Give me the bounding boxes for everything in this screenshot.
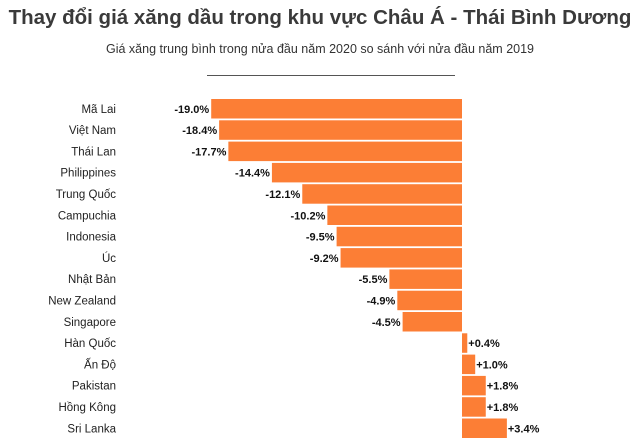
bar [462, 375, 486, 396]
bar [271, 162, 462, 183]
value-label: -4.9% [367, 295, 396, 307]
category-label: Hàn Quốc [64, 338, 116, 350]
bar [327, 205, 462, 225]
value-label: -9.5% [306, 232, 335, 244]
chart-subtitle: Giá xăng trung bình trong nửa đầu năm 20… [106, 42, 534, 56]
value-label: -17.7% [192, 146, 227, 158]
category-label: Ấn Độ [84, 358, 116, 371]
category-label: Indonesia [66, 232, 116, 244]
value-label: +1.8% [487, 381, 519, 393]
title-divider [207, 75, 455, 76]
category-label: Sri Lanka [67, 423, 116, 435]
chart-title: Thay đổi giá xăng dầu trong khu vực Châu… [8, 6, 632, 29]
value-label: +0.4% [468, 338, 500, 350]
category-label: Việt Nam [69, 125, 116, 137]
category-label: Trung Quốc [56, 189, 117, 201]
bar [462, 418, 507, 438]
value-label: -19.0% [174, 104, 209, 116]
value-label: +1.8% [487, 402, 519, 414]
bar [402, 312, 462, 332]
category-label: Thái Lan [71, 146, 116, 158]
bar [219, 120, 462, 140]
category-label: Mã Lai [81, 104, 116, 116]
category-label: Philippines [60, 168, 116, 180]
category-label: Hồng Kông [58, 402, 116, 414]
value-label: -18.4% [182, 125, 217, 137]
bar [340, 248, 462, 268]
bar [389, 269, 462, 289]
category-label: New Zealand [48, 295, 116, 307]
value-label: -10.2% [291, 210, 326, 222]
value-label: -9.2% [310, 253, 339, 265]
category-label: Singapore [64, 317, 116, 329]
category-label: Pakistan [72, 381, 116, 393]
category-label: Úc [102, 252, 116, 265]
bar [302, 184, 462, 204]
value-label: -12.1% [265, 189, 300, 201]
bar [397, 290, 462, 311]
value-label: +1.0% [476, 359, 508, 371]
bar [462, 354, 476, 375]
bar [228, 141, 462, 162]
value-label: +3.4% [508, 423, 540, 435]
category-label: Nhật Bản [68, 274, 116, 286]
bar [462, 333, 468, 353]
value-label: -14.4% [235, 168, 270, 180]
value-label: -4.5% [372, 317, 401, 329]
bar [211, 99, 462, 119]
bar [462, 397, 486, 417]
category-label: Campuchia [58, 210, 117, 222]
bar [336, 226, 462, 247]
value-label: -5.5% [359, 274, 388, 286]
